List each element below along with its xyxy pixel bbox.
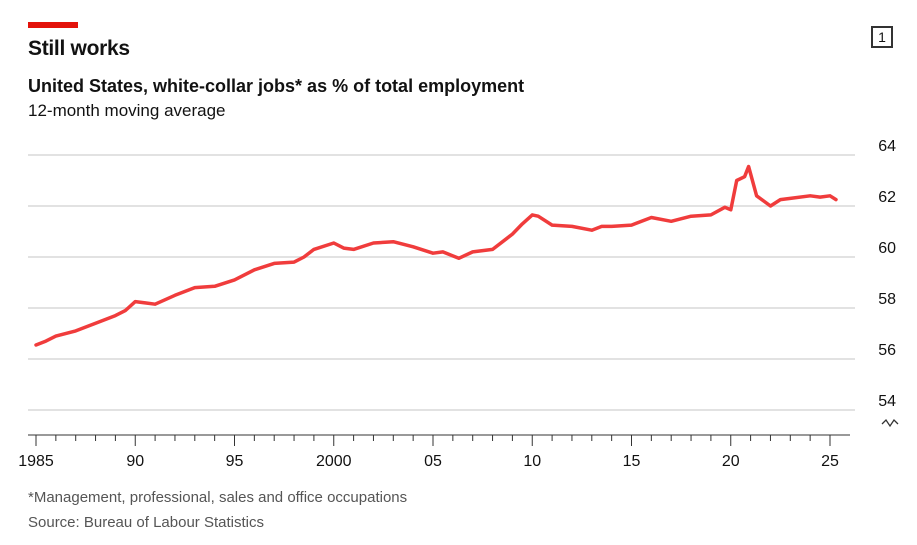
y-tick-label: 56 <box>878 342 896 359</box>
x-tick-label: 25 <box>821 453 839 470</box>
y-tick-label: 64 <box>878 138 896 155</box>
chart-number-badge: 1 <box>871 26 893 48</box>
chart-title: Still works <box>28 37 130 60</box>
series-line <box>34 164 838 347</box>
x-tick-label: 15 <box>623 453 641 470</box>
x-tick-label: 90 <box>126 453 144 470</box>
line-chart: 54 56 58 60 62 64 1985 90 95 2000 05 10 15 20 25 <box>18 138 899 470</box>
chart-description: 12-month moving average <box>28 101 226 120</box>
x-tick-label: 2000 <box>316 453 352 470</box>
chart-subtitle: United States, white-collar jobs* as % o… <box>28 76 525 96</box>
x-tick-label: 05 <box>424 453 442 470</box>
brand-bar <box>28 22 78 28</box>
x-tick-label: 10 <box>523 453 541 470</box>
y-tick-label: 58 <box>878 291 896 308</box>
y-tick-label: 62 <box>878 189 896 206</box>
x-tick-label: 1985 <box>18 453 54 470</box>
y-tick-label: 54 <box>878 393 896 410</box>
axis-break-icon <box>881 418 899 428</box>
x-tick-label: 95 <box>226 453 244 470</box>
x-tick-label: 20 <box>722 453 740 470</box>
footnote: *Management, professional, sales and off… <box>28 489 408 506</box>
y-tick-label: 60 <box>878 240 896 257</box>
source: Source: Bureau of Labour Statistics <box>28 514 264 531</box>
